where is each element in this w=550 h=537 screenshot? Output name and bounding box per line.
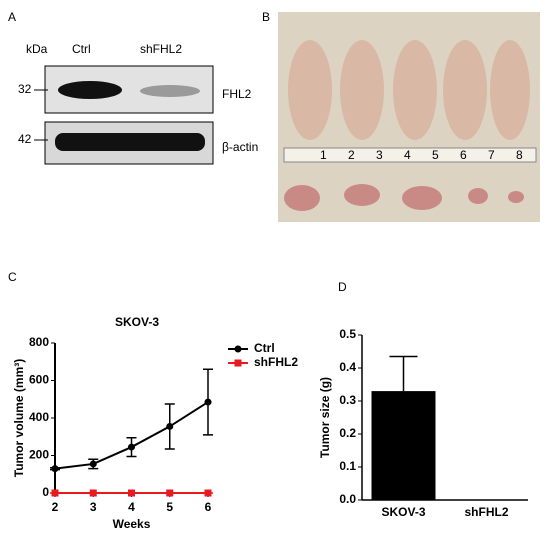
x-tick-label: 4 <box>128 500 135 514</box>
y-tick-label: 200 <box>29 448 49 462</box>
lane-label: Ctrl <box>72 42 91 56</box>
marker <box>89 460 97 468</box>
y-tick-label: 0.3 <box>339 393 356 407</box>
panel-label: B <box>262 10 270 24</box>
y-axis-label: Tumor volume (mm³) <box>12 359 26 477</box>
ruler-label: 6 <box>460 148 467 162</box>
y-tick-label: 0.5 <box>339 327 356 341</box>
x-tick-label: 2 <box>52 500 59 514</box>
marker <box>128 489 135 497</box>
x-tick-label: SKOV-3 <box>381 505 425 519</box>
marker <box>166 489 174 497</box>
ruler-label: 3 <box>376 148 383 162</box>
blot-label: β-actin <box>222 140 258 154</box>
marker: 32 <box>18 82 32 96</box>
legend-label: Ctrl <box>254 341 275 355</box>
panel-label: C <box>8 270 17 284</box>
marker <box>128 443 135 451</box>
ruler-label: 4 <box>404 148 411 162</box>
y-tick-label: 600 <box>29 373 49 387</box>
series-line <box>54 401 209 470</box>
y-tick-label: 0.4 <box>339 360 356 374</box>
blot-unit: kDa <box>26 42 48 56</box>
error-bar <box>389 355 418 392</box>
legend-marker <box>234 345 242 353</box>
marker <box>51 465 59 473</box>
legend-marker <box>234 359 242 367</box>
marker: 42 <box>18 132 32 146</box>
panel-label: D <box>338 280 347 294</box>
ruler-label: 2 <box>348 148 355 162</box>
ruler <box>283 147 537 163</box>
x-tick-label: shFHL2 <box>464 505 508 519</box>
band <box>140 85 200 97</box>
y-tick-label: 0.2 <box>339 426 356 440</box>
ruler-label: 5 <box>432 148 439 162</box>
legend-label: shFHL2 <box>254 355 298 369</box>
x-tick-label: 5 <box>166 500 173 514</box>
ruler-label: 7 <box>488 148 495 162</box>
x-axis-label: Weeks <box>113 517 151 531</box>
y-tick-label: 400 <box>29 410 49 424</box>
panel-label: A <box>8 10 16 24</box>
marker <box>51 489 59 497</box>
marker <box>204 398 212 406</box>
chart-title: SKOV-3 <box>115 315 159 329</box>
y-tick-label: 0.0 <box>339 492 356 506</box>
y-axis-label: Tumor size (g) <box>318 377 332 458</box>
marker <box>204 489 212 497</box>
y-tick-label: 0 <box>42 485 49 499</box>
ruler-label: 8 <box>516 148 523 162</box>
blot-label: FHL2 <box>222 87 252 101</box>
marker <box>166 422 174 430</box>
marker <box>89 489 97 497</box>
lane-label: shFHL2 <box>140 42 182 56</box>
ruler-label: 1 <box>320 148 327 162</box>
mice <box>288 40 530 140</box>
band <box>58 81 122 99</box>
tumors <box>284 184 524 211</box>
x-tick-label: 6 <box>205 500 212 514</box>
y-tick-label: 0.1 <box>339 459 356 473</box>
band <box>55 133 205 151</box>
y-tick-label: 800 <box>29 335 49 349</box>
x-tick-label: 3 <box>90 500 97 514</box>
bar <box>371 391 436 500</box>
